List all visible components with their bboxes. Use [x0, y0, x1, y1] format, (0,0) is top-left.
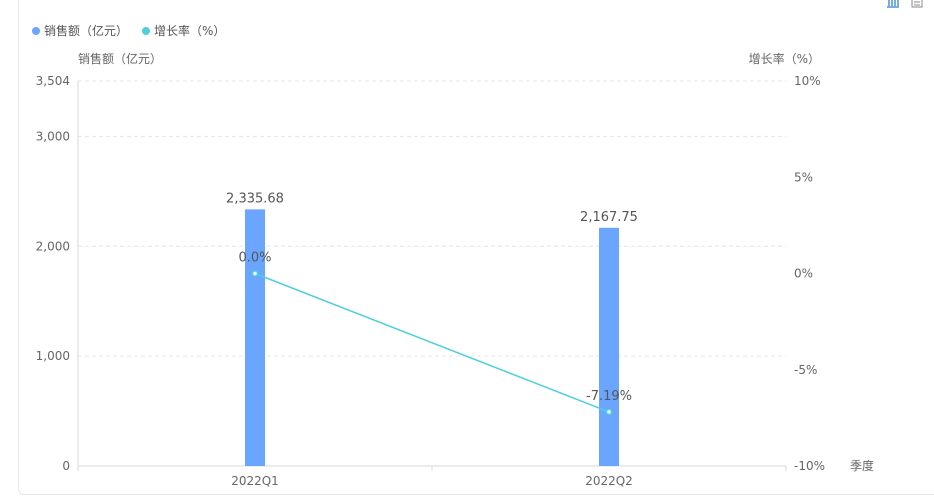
line-data-label: 0.0%: [238, 251, 271, 266]
y-right-tick-label: -10%: [794, 459, 825, 473]
y-left-tick-label: 3,504: [36, 74, 70, 88]
y-left-tick-label: 1,000: [36, 349, 70, 363]
chart-card: [18, 0, 934, 495]
legend-item-growth[interactable]: 增长率（%）: [142, 22, 225, 39]
line-data-label: -7.19%: [586, 389, 632, 404]
legend-item-sales[interactable]: 销售额（亿元）: [32, 22, 128, 39]
y-right-tick-label: 5%: [794, 170, 813, 184]
legend: 销售额（亿元） 增长率（%）: [32, 22, 225, 39]
line-point: [251, 270, 259, 277]
bar: [599, 227, 619, 466]
y-left-tick-label: 0: [62, 459, 70, 473]
table-view-icon[interactable]: [910, 0, 924, 8]
bar-data-label: 2,167.75: [580, 210, 638, 225]
x-axis-title: 季度: [850, 458, 874, 473]
legend-label: 销售额（亿元）: [44, 24, 129, 38]
x-tick-label: 2022Q1: [231, 474, 279, 488]
line-point: [605, 408, 613, 416]
bar-chart-icon[interactable]: [886, 0, 900, 8]
bar: [245, 209, 265, 466]
toolbar: [886, 0, 924, 8]
y-right-tick-label: 0%: [794, 267, 813, 281]
growth-line: [254, 272, 610, 413]
y-right-tick-label: 10%: [794, 74, 821, 88]
y-left-tick-label: 2,000: [36, 239, 70, 253]
bar-data-label: 2,335.68: [226, 191, 284, 206]
x-tick-label: 2022Q2: [585, 474, 633, 488]
legend-label: 增长率（%）: [154, 24, 226, 38]
y-left-tick-label: 3,000: [36, 129, 70, 143]
legend-marker: [142, 26, 151, 35]
y-right-axis-title: 增长率（%）: [749, 51, 820, 66]
y-right-tick-label: -5%: [794, 363, 817, 377]
y-left-axis-title: 销售额（亿元）: [78, 51, 162, 66]
legend-marker: [32, 26, 40, 35]
